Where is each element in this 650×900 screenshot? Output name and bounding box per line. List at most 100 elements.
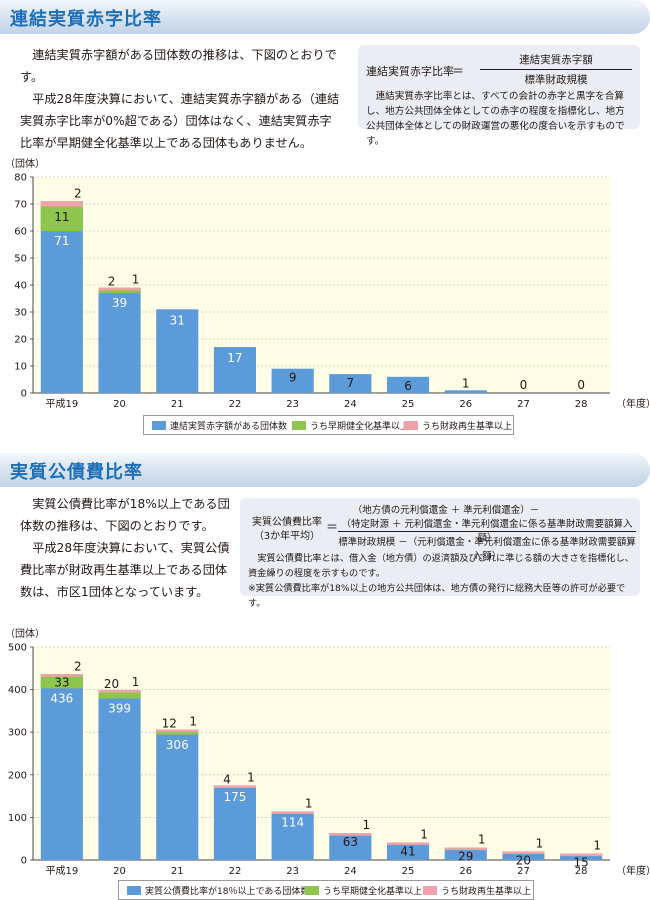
legend-item: うち早期健全化基準以上 [305, 884, 423, 897]
y-tick-label: 30 [14, 308, 27, 319]
y-tick-label: 80 [14, 173, 27, 184]
deficit-description: 連結実質赤字額がある団体数の推移は、下図のとおりです。 平成28年度決算において… [20, 44, 340, 154]
formula-numerator: 連結実質赤字額 [519, 54, 593, 66]
y-tick-label: 0 [21, 856, 27, 867]
legend-swatch [152, 420, 166, 430]
y-axis-unit: （団体） [5, 158, 45, 170]
bar-rebuild [329, 833, 372, 836]
formula-denominator: 標準財政規模 [524, 74, 588, 86]
x-tick-label: 22 [229, 399, 242, 410]
data-label-total: 71 [54, 234, 69, 248]
y-tick-label: 0 [21, 389, 27, 400]
section-header-deficit: 連結実質赤字比率 [0, 0, 650, 34]
data-label-total: 306 [166, 738, 189, 752]
data-label-total: 175 [223, 790, 246, 804]
formula-description: 連結実質赤字比率とは、すべての会計の赤字と黒字を合算し、地方公共団体全体としての… [366, 91, 625, 147]
debt-description: 実質公債費比率が18%以上である団体数の推移は、下図のとおりです。 平成28年度… [20, 493, 230, 603]
legend-label: 実質公債費比率が18％以上である団体数 [145, 886, 310, 897]
formula-numerator-line2: （特定財源 ＋ 元利償還金・準元利償還金に係る基準財政需要額算入額） [341, 519, 633, 544]
legend-label: うち早期健全化基準以上 [323, 886, 423, 897]
fraction-line [338, 531, 636, 532]
legend-swatch [305, 885, 319, 895]
bar-total [329, 833, 372, 860]
legend-label: うち財政再生基準以上 [422, 421, 513, 432]
x-tick-label: 20 [113, 399, 126, 410]
paragraph: 実質公債費比率が18%以上である団体数の推移は、下図のとおりです。 [20, 497, 230, 533]
data-label-total: 0 [577, 378, 585, 392]
legend-item: うち早期健全化基準以上 [292, 419, 409, 432]
x-tick-label: 22 [229, 866, 242, 877]
formula-label: 実質公債費比率 （3か年平均） [248, 516, 326, 544]
bar-total [98, 287, 141, 393]
deficit-chart-legend: 連結実質赤字額がある団体数 うち早期健全化基準以上 うち財政再生基準以上 [143, 415, 514, 435]
x-tick-label: 28 [575, 866, 588, 877]
data-label-total: 39 [112, 296, 127, 310]
bar-total [156, 309, 199, 393]
data-label-total: 7 [347, 376, 355, 390]
data-label-total: 15 [574, 856, 589, 870]
data-label-total: 17 [227, 351, 242, 365]
bar-total [271, 811, 314, 860]
x-tick-label: 平成19 [45, 398, 78, 410]
bar-total [560, 853, 603, 860]
data-label-early: 20 [104, 677, 119, 691]
legend-swatch [127, 885, 141, 895]
legend-item: うち財政再生基準以上 [423, 884, 532, 897]
x-axis-unit: （年度） [616, 397, 650, 410]
bar-total [329, 374, 372, 393]
y-tick-label: 100 [8, 813, 27, 824]
data-label-rebuild: 1 [132, 273, 140, 287]
debt-chart-legend: 実質公債費比率が18％以上である団体数 うち早期健全化基準以上 うち財政再生基準… [118, 880, 534, 900]
data-label-total: 0 [520, 378, 528, 392]
debt-chart: 0 100 200 300 400 500 （団体） （年度） 平成19 436 33 2 20 399 2… [5, 628, 650, 877]
y-tick-label: 400 [8, 685, 27, 696]
legend-swatch [404, 420, 418, 430]
deficit-formula-box: 連結実質赤字比率 ＝ 連結実質赤字額 標準財政規模 連結実質赤字比率とは、すべて… [358, 45, 640, 147]
x-tick-label: 27 [517, 399, 530, 410]
data-label-rebuild: 1 [420, 828, 428, 842]
formula-description: 実質公債費比率とは、借入金（地方債）の返済額及びこれに準じる額の大きさを指標化し… [248, 553, 634, 579]
formula-note: ※実質公債費比率が18%以上の地方公共団体は、地方債の発行に総務大臣等の許可が必… [248, 583, 626, 609]
bar-total [98, 690, 141, 860]
x-tick-label: 23 [286, 399, 299, 410]
bar-total [271, 368, 314, 393]
data-label-rebuild: 1 [593, 839, 601, 853]
data-label-total: 1 [462, 376, 470, 390]
y-tick-label: 70 [14, 200, 27, 211]
x-tick-label: 21 [171, 866, 184, 877]
x-tick-label: 21 [171, 399, 184, 410]
legend-label: うち財政再生基準以上 [441, 886, 532, 897]
formula-label: 連結実質赤字比率 [366, 65, 454, 78]
debt-formula-box: 実質公債費比率 （3か年平均） ＝ （地方債の元利償還金 ＋ 準元利償還金）－ … [240, 498, 640, 609]
y-tick-label: 50 [14, 254, 27, 265]
y-tick-label: 500 [8, 643, 27, 654]
data-label-rebuild: 2 [74, 186, 82, 200]
data-label-early: 2 [108, 275, 116, 289]
bar-total [156, 729, 199, 860]
x-tick-label: 25 [402, 866, 415, 877]
bar-rebuild [98, 690, 141, 693]
bar-total [213, 347, 257, 393]
section-title: 実質公債費比率 [10, 462, 143, 483]
data-label-total: 41 [400, 845, 415, 859]
fraction-line [480, 69, 632, 70]
x-tick-label: 26 [459, 866, 472, 877]
formula-equals: ＝ [452, 64, 465, 78]
bar-rebuild [40, 201, 83, 207]
data-label-total: 31 [170, 313, 185, 327]
x-tick-label: 24 [344, 399, 357, 410]
data-label-total: 20 [516, 853, 531, 867]
x-tick-label: 25 [402, 399, 415, 410]
bar-early-warning [40, 674, 83, 689]
paragraph: 連結実質赤字額がある団体数の推移は、下図のとおりです。 [20, 48, 337, 84]
x-tick-label: 24 [344, 866, 357, 877]
section-header-debt: 実質公債費比率 [0, 453, 650, 487]
bar-rebuild [502, 851, 545, 854]
bar-total [502, 851, 545, 860]
data-label-rebuild: 1 [478, 833, 486, 847]
bar-rebuild [213, 785, 257, 788]
x-tick-label: 平成19 [45, 865, 78, 877]
bar-rebuild [156, 729, 199, 733]
bar-total [386, 842, 430, 860]
x-tick-label: 27 [517, 866, 530, 877]
